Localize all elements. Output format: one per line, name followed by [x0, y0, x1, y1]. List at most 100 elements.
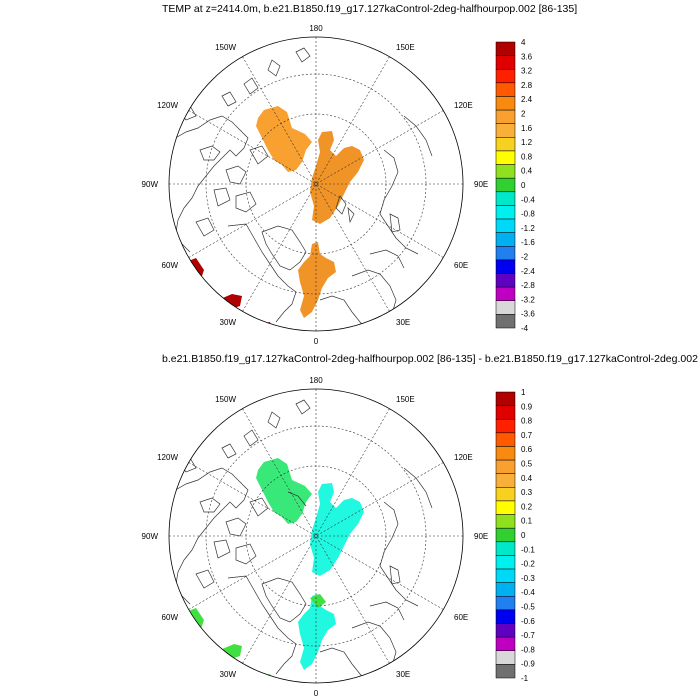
panel-1-lon-label-180: 180	[309, 24, 323, 33]
panel-1-coastlines	[171, 47, 433, 331]
panel-1-colorbar-box-18	[495, 286, 516, 302]
panel-1-colorbar-label-6: 1.6	[521, 124, 533, 133]
panel-2-lon-label-0: 0	[314, 689, 319, 698]
panel-1-colorbar-box-6	[495, 123, 516, 138]
panel-2-lon-label-90w: 90W	[142, 532, 159, 541]
panel-2-colorbar-box-6	[495, 473, 516, 488]
panel-1-colorbar-box-7	[495, 137, 516, 152]
panel-1-colorbar-label-3: 2.8	[521, 81, 533, 90]
panel-1-colorbar-box-0	[495, 41, 516, 56]
panel-2-colorbar-box-17	[495, 623, 516, 638]
panel-1-field-canada-patch	[256, 106, 312, 172]
panel-2-colorbar-label-6: 0.4	[521, 474, 533, 483]
panel-2-title: b.e21.B1850.f19_g17.127kaControl-2deg-ha…	[162, 353, 700, 365]
panel-1-colorbar-label-12: -0.8	[521, 210, 535, 219]
panel-2-colorbar-label-4: 0.6	[521, 445, 533, 454]
panel-2: b.e21.B1850.f19_g17.127kaControl-2deg-ha…	[142, 353, 700, 698]
panel-1-colorbar-box-11	[495, 191, 516, 206]
panel-2-colorbar-label-15: -0.5	[521, 603, 535, 612]
panel-1-lon-label-150e: 150E	[396, 43, 415, 52]
panel-2-colorbar-label-19: -0.9	[521, 660, 535, 669]
panel-2-colorbar-box-18	[495, 636, 516, 652]
panel-2-colorbar-label-11: -0.1	[521, 545, 535, 554]
panel-1-map: 180 150W 150E 120W 120E 90W 90E 60W 60E …	[142, 24, 489, 346]
panel-1-colorbar-box-20	[495, 314, 516, 329]
panel-2-colorbar-box-8	[495, 500, 516, 515]
panel-1-colorbar-box-2	[495, 68, 516, 84]
panel-2-colorbar-box-5	[495, 459, 516, 474]
panel-1-colorbar-box-12	[495, 205, 516, 220]
panel-2-colorbar-label-5: 0.5	[521, 460, 533, 469]
panel-1-colorbar-label-14: -1.6	[521, 238, 535, 247]
panel-2-colorbar-box-14	[495, 582, 516, 597]
panel-2-colorbar-box-12	[495, 555, 516, 570]
panel-2-colorbar-label-8: 0.2	[521, 502, 533, 511]
panel-2-colorbar-box-20	[495, 664, 516, 679]
panel-1-colorbar: 4 3.6 3.2 2.8 2.4 2 1.6 1.2 0.8 0.4 0 -0.4 -0.8 -1.2 -…	[495, 38, 535, 333]
panel-1-colorbar-box-5	[495, 109, 516, 124]
panel-2-colorbar-label-9: 0.1	[521, 517, 533, 526]
panel-2-colorbar-label-7: 0.3	[521, 488, 533, 497]
panel-2-colorbar-label-14: -0.4	[521, 588, 535, 597]
panel-1-colorbar-label-9: 0.4	[521, 167, 533, 176]
panel-1-lon-label-60w: 60W	[162, 261, 179, 270]
panel-1-colorbar-label-16: -2.4	[521, 267, 535, 276]
panel-2-lon-label-120w: 120W	[157, 453, 178, 462]
panel-1-lon-label-90e: 90E	[474, 180, 488, 189]
panel-1-colorbar-box-3	[495, 82, 516, 97]
panel-2-colorbar-box-1	[495, 405, 516, 420]
panel-1-lon-label-150w: 150W	[215, 43, 236, 52]
panel-1-lon-label-90w: 90W	[142, 180, 159, 189]
panel-1-colorbar-label-13: -1.2	[521, 224, 535, 233]
panel-1-colorbar-box-13	[495, 218, 516, 233]
panel-1-field-atlantic-patch	[298, 242, 336, 318]
panel-2-lon-label-30w: 30W	[220, 670, 237, 679]
panel-1-colorbar-box-8	[495, 150, 516, 165]
panel-2-colorbar-label-2: 0.8	[521, 417, 533, 426]
panel-2-colorbar-box-2	[495, 418, 516, 434]
panel-2-field-atlantic-patch	[298, 594, 336, 670]
panel-1-colorbar-label-18: -3.2	[521, 295, 535, 304]
panel-1-colorbar-label-7: 1.2	[521, 138, 533, 147]
panel-2-colorbar-box-19	[495, 650, 516, 665]
panel-1-colorbar-label-5: 2	[521, 110, 526, 119]
panel-1-graticule	[169, 37, 463, 331]
panel-2-colorbar-label-3: 0.7	[521, 431, 533, 440]
panel-1-field-central-patch	[310, 131, 364, 224]
panel-1-lon-label-30e: 30E	[396, 318, 410, 327]
panel-1-colorbar-box-15	[495, 246, 516, 261]
panel-1-lon-label-60e: 60E	[454, 261, 468, 270]
panel-2-lon-label-60w: 60W	[162, 613, 179, 622]
panel-1-lon-label-30w: 30W	[220, 318, 237, 327]
panel-2-colorbar-box-11	[495, 541, 516, 556]
panel-1-colorbar-label-11: -0.4	[521, 195, 535, 204]
panel-2-colorbar-label-0: 1	[521, 388, 526, 397]
panel-2-colorbar-label-20: -1	[521, 674, 529, 683]
panel-2-colorbar-box-0	[495, 391, 516, 406]
panel-1-map-border	[168, 36, 464, 332]
panel-1: TEMP at z=2414.0m, b.e21.B1850.f19_g17.1…	[142, 3, 578, 346]
panel-2-lon-label-90e: 90E	[474, 532, 488, 541]
panel-2-map: 180 150W 150E 120W 120E 90W 90E 60W 60E …	[142, 376, 489, 698]
panel-1-colorbar-box-9	[495, 164, 516, 179]
panel-2-colorbar: 1 0.9 0.8 0.7 0.6 0.5 0.4 0.3 0.2 0.1 0 -0.1 -0.2 -0.…	[495, 388, 535, 683]
panel-1-colorbar-label-19: -3.6	[521, 310, 535, 319]
panel-2-colorbar-label-18: -0.8	[521, 645, 535, 654]
panel-1-colorbar-label-4: 2.4	[521, 95, 533, 104]
panel-2-colorbar-label-13: -0.3	[521, 574, 535, 583]
panel-1-colorbar-label-0: 4	[521, 38, 526, 47]
panel-2-field-canada-patch	[256, 458, 312, 524]
panel-1-colorbar-label-20: -4	[521, 324, 529, 333]
panel-1-colorbar-label-17: -2.8	[521, 281, 535, 290]
panel-1-colorbar-box-10	[495, 177, 516, 193]
panel-1-lon-label-120e: 120E	[454, 101, 473, 110]
panel-2-lon-label-120e: 120E	[454, 453, 473, 462]
panel-1-colorbar-label-8: 0.8	[521, 152, 533, 161]
panel-2-field-green-spot	[310, 594, 326, 608]
panel-1-colorbar-box-4	[495, 96, 516, 111]
panel-2-colorbar-label-10: 0	[521, 531, 526, 540]
panel-1-colorbar-box-19	[495, 300, 516, 315]
panel-2-colorbar-label-1: 0.9	[521, 402, 533, 411]
panel-2-colorbar-box-4	[495, 446, 516, 461]
panel-2-lon-label-30e: 30E	[396, 670, 410, 679]
